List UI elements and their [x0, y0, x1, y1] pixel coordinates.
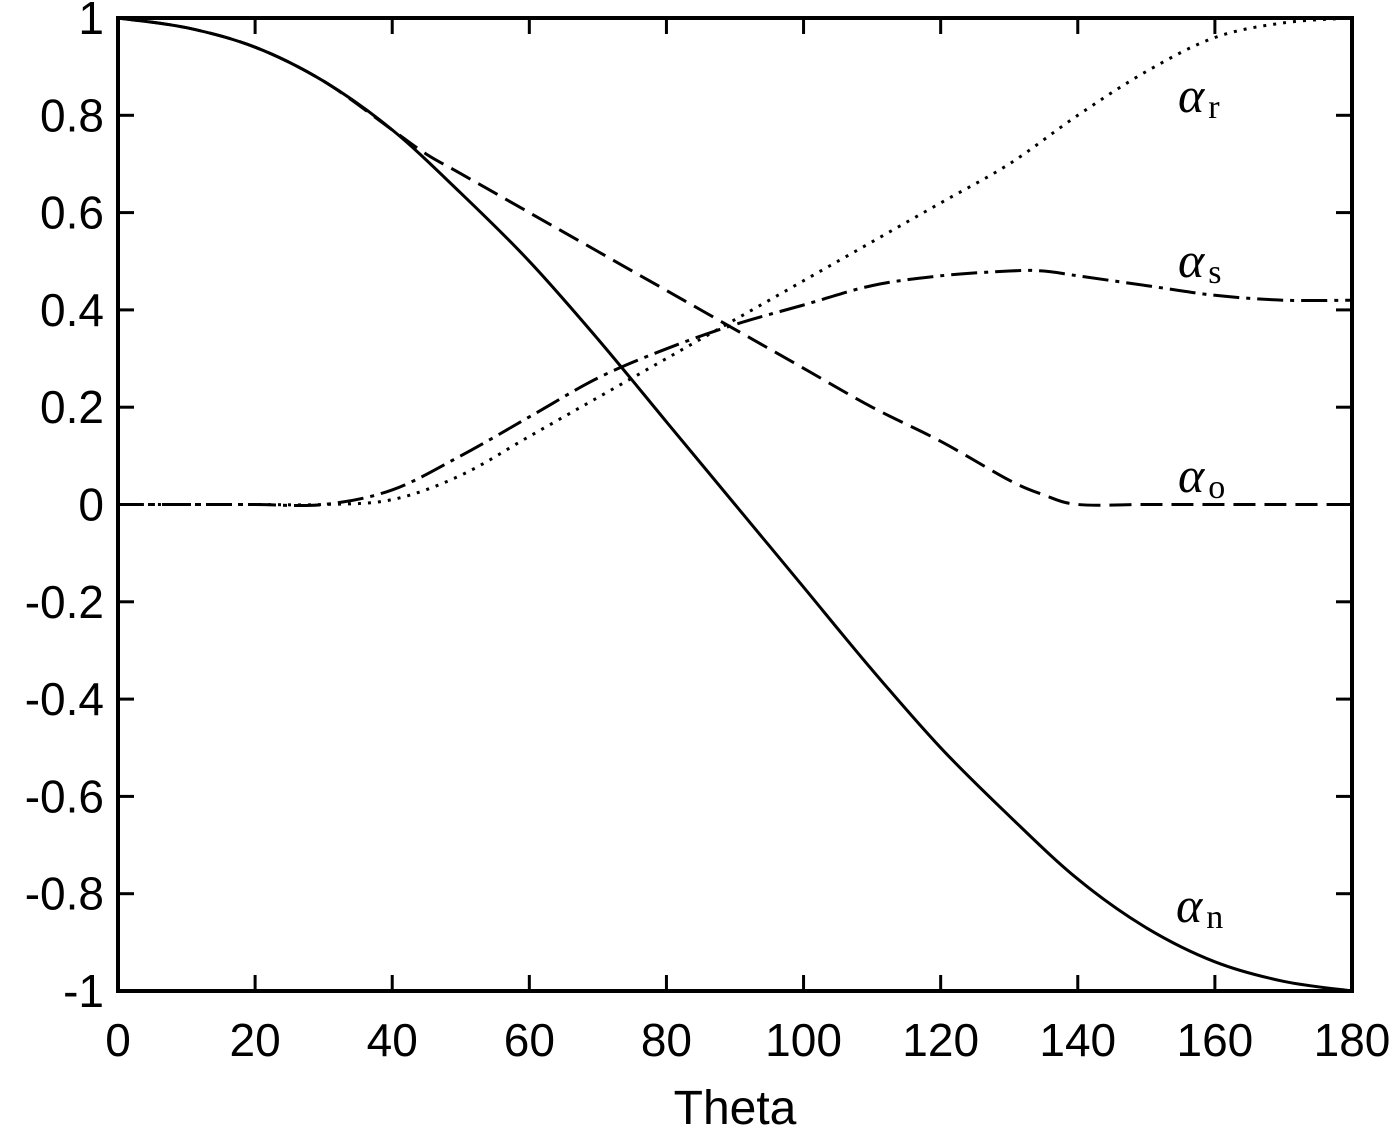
axis-ticks — [116, 16, 1354, 993]
series-line-s — [117, 268, 1353, 508]
x-tick-label: 140 — [1039, 1014, 1116, 1066]
x-axis-title: Theta — [674, 1082, 797, 1131]
x-tick-label: 160 — [1177, 1014, 1254, 1066]
y-tick-label: -0.8 — [25, 868, 104, 920]
y-tick-label: 0.8 — [40, 89, 104, 141]
series-label-subscript: s — [1208, 254, 1221, 291]
x-tick-label: 80 — [641, 1014, 692, 1066]
y-tick-label: 1 — [78, 0, 104, 44]
y-tick-label: 0.2 — [40, 381, 104, 433]
x-tick-label: 40 — [367, 1014, 418, 1066]
series-label-symbol: α — [1178, 232, 1206, 288]
y-tick-label: 0 — [78, 479, 104, 531]
y-tick-label: -0.6 — [25, 770, 104, 822]
y-tick-label: 0.6 — [40, 187, 104, 239]
y-tick-label: -0.4 — [25, 673, 104, 725]
x-tick-label: 0 — [105, 1014, 131, 1066]
x-tick-label: 20 — [230, 1014, 281, 1066]
x-tick-label: 120 — [902, 1014, 979, 1066]
x-tick-label: 180 — [1314, 1014, 1391, 1066]
plot-lines — [117, 16, 1353, 993]
y-tick-labels: 1 0.8 0.6 0.4 0.2 0 -0.2 -0.4 -0.6 -0.8 -1 — [25, 0, 104, 1017]
series-label-subscript: r — [1208, 89, 1220, 126]
y-tick-label: -0.2 — [25, 576, 104, 628]
series-label-subscript: n — [1206, 899, 1223, 936]
x-tick-label: 100 — [765, 1014, 842, 1066]
series-label-symbol: α — [1178, 67, 1206, 123]
x-tick-label: 60 — [504, 1014, 555, 1066]
y-tick-label: 0.4 — [40, 284, 104, 336]
y-tick-label: -1 — [63, 965, 104, 1017]
series-labels: α nα oα rα s — [1176, 67, 1225, 936]
series-label-symbol: α — [1176, 877, 1204, 933]
series-label-subscript: o — [1208, 469, 1225, 506]
x-tick-labels: 0 20 40 60 80 100 120 140 160 180 — [105, 1014, 1390, 1066]
series-line-r — [117, 16, 1353, 507]
series-label-symbol: α — [1178, 447, 1206, 503]
series-line-o — [117, 16, 1352, 507]
